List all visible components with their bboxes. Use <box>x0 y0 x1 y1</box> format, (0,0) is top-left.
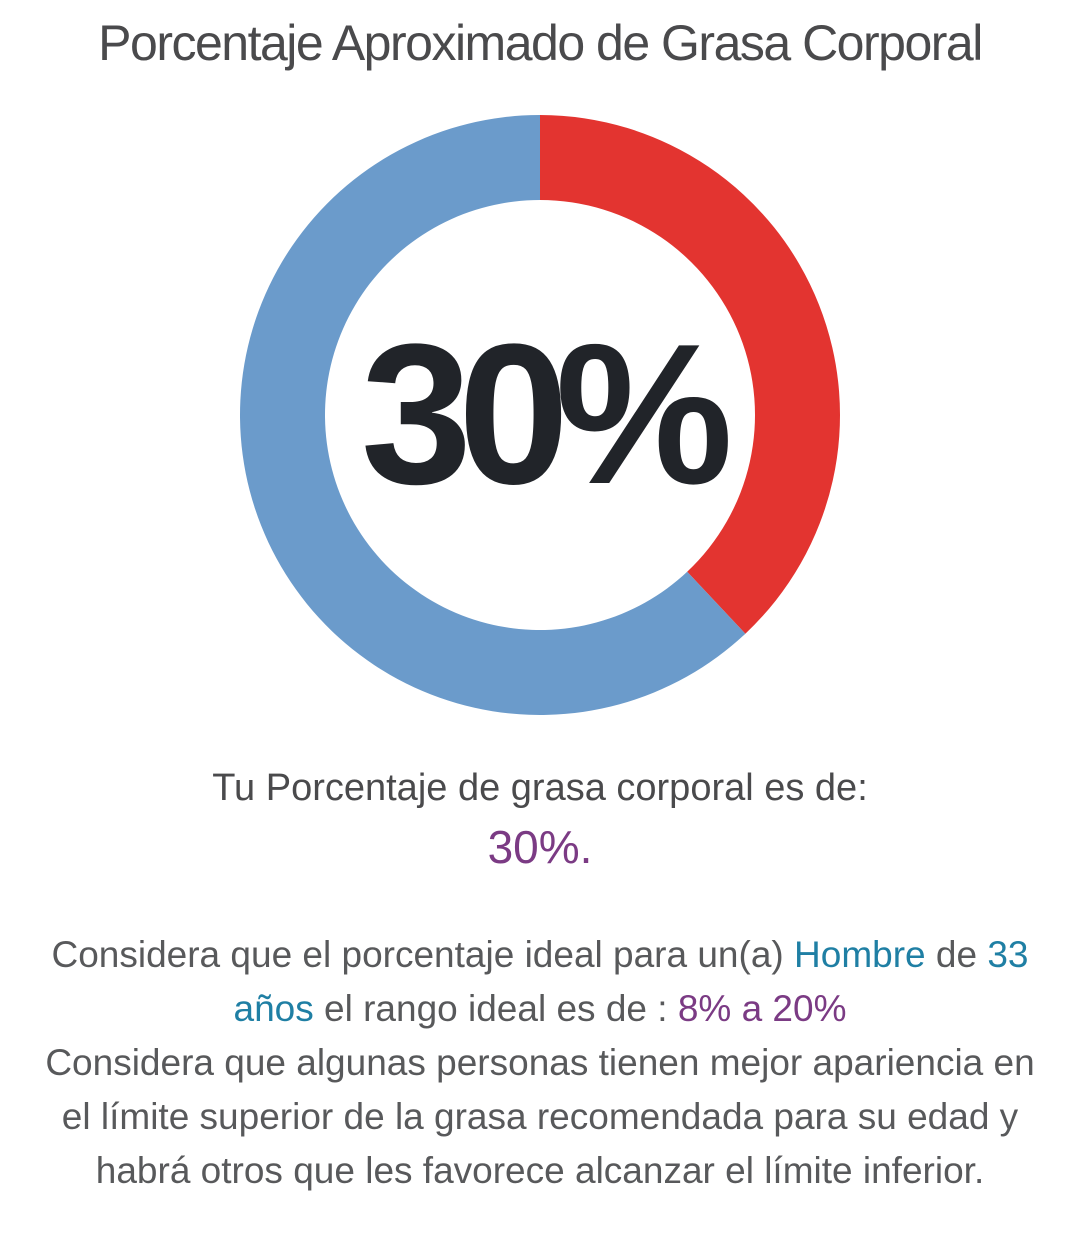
donut-slices <box>240 115 841 715</box>
donut-slice-1 <box>240 115 746 715</box>
result-value: 30%. <box>487 821 593 873</box>
donut-slice-0 <box>540 115 841 634</box>
donut-chart: 30% <box>240 115 841 715</box>
info-note: Considera que algunas personas tienen me… <box>45 1042 1035 1191</box>
info-part2: de <box>935 934 978 975</box>
info-part3: el rango ideal es de : <box>324 988 668 1029</box>
center-value: 30% <box>361 303 728 526</box>
info-text: Considera que el porcentaje ideal para u… <box>40 928 1040 1198</box>
result-label: Tu Porcentaje de grasa corporal es de: <box>212 767 868 809</box>
info-part1: Considera que el porcentaje ideal para u… <box>51 934 784 975</box>
page-title: Porcentaje Aproximado de Grasa Corporal <box>98 15 983 71</box>
age-value: 33 años <box>233 934 1029 1029</box>
gender-value: Hombre <box>794 934 926 975</box>
ideal-range-value: 8% a 20% <box>677 988 847 1029</box>
